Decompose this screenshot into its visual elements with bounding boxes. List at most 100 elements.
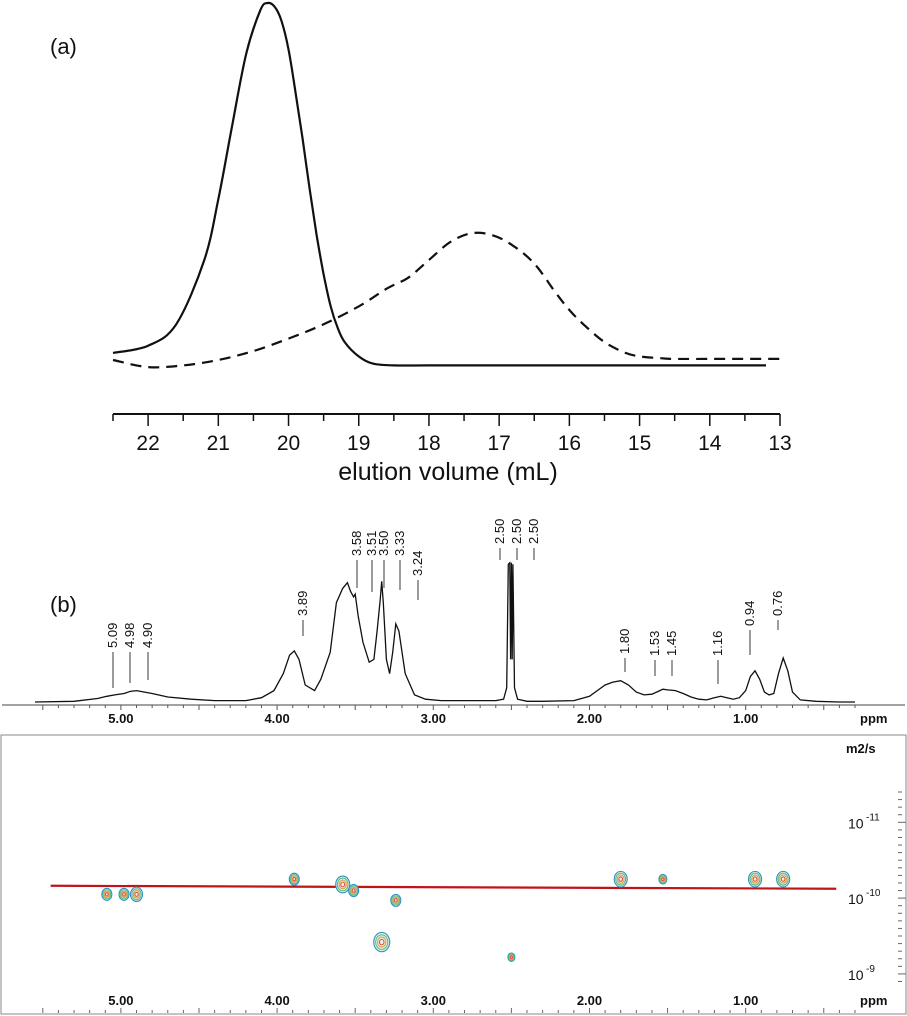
gpc-series-solid (112, 1, 766, 367)
dosy-contour-ring (338, 879, 347, 890)
nmr-peak-label: 4.90 (140, 623, 155, 648)
dosy-contour-ring (751, 874, 759, 884)
dosy-y-tick-exponent: -10 (866, 888, 881, 899)
dosy-contour-point (658, 873, 668, 885)
nmr-peak-label: 1.80 (617, 629, 632, 654)
dosy-contour-ring (132, 890, 141, 899)
nmr-peak-label: 2.50 (509, 519, 524, 544)
nmr-spectrum-chart: (b) 5.09 4.98 4.90 3.89 3.58 3.513.50 3.333.24… (2, 519, 905, 726)
dosy-contour-point (613, 870, 628, 888)
nmr-peak-label: 3.89 (295, 591, 310, 616)
nmr-peak-label: 4.98 (122, 623, 137, 648)
dosy-contour-point (101, 887, 113, 901)
dosy-x-tick-label: 1.00 (733, 993, 758, 1008)
dosy-contour-ring (618, 876, 624, 882)
dosy-contour-ring (661, 877, 665, 882)
dosy-contour-ring (292, 876, 297, 882)
dosy-x-tick-label: 2.00 (577, 993, 602, 1008)
dosy-points-group (101, 870, 791, 962)
dosy-contour-ring (134, 891, 139, 897)
dosy-contour-ring (351, 888, 356, 893)
dosy-contour-ring (393, 898, 398, 903)
dosy-contour-point (118, 887, 130, 901)
dosy-contour-ring (122, 892, 126, 897)
gpc-tick-label: 21 (207, 432, 230, 455)
dosy-contour-ring (749, 872, 761, 886)
nmr-peak-label: 1.16 (710, 631, 725, 656)
nmr-peak-label: 3.24 (410, 551, 425, 576)
dosy-fit-line (50, 884, 837, 890)
dosy-contour-ring (392, 896, 399, 905)
nmr-x-axis-unit: ppm (860, 711, 887, 726)
dosy-contour-point (747, 870, 763, 888)
gpc-tick-label: 16 (558, 432, 581, 455)
dosy-x-axis-unit: ppm (860, 993, 887, 1008)
dosy-contour-ring (104, 892, 109, 897)
nmr-peak-labels: 5.09 4.98 4.90 3.89 3.58 3.513.50 3.333.24 2.50… (105, 519, 785, 688)
dosy-contour-ring (378, 938, 385, 946)
dosy-contour-ring (615, 872, 627, 886)
dosy-contour-ring (119, 889, 129, 900)
dosy-contour-ring (102, 889, 112, 900)
gpc-tick-label: 17 (487, 432, 510, 455)
gpc-chart: (a) 22 21 20 19 18 17 16 15 14 13 elution volume … (50, 1, 792, 486)
dosy-contour-ring (509, 955, 513, 959)
nmr-spectrum-line (34, 561, 855, 703)
gpc-tick-label: 18 (417, 432, 440, 455)
dosy-contour-ring (780, 876, 786, 882)
dosy-contour-point (507, 952, 516, 962)
gpc-tick-label: 20 (277, 432, 300, 455)
nmr-series-group (34, 561, 855, 703)
dosy-contour-point (373, 931, 391, 953)
nmr-tick-label: 2.00 (577, 711, 602, 726)
dosy-y-tick-exponent: -9 (866, 964, 875, 975)
nmr-peak-label: 3.58 (349, 531, 364, 556)
nmr-tick-label: 1.00 (733, 711, 758, 726)
dosy-contour-ring (103, 890, 110, 898)
dosy-contour-ring (375, 934, 389, 950)
nmr-peak-label: 0.94 (742, 601, 757, 626)
dosy-x-tick-label: 4.00 (264, 993, 289, 1008)
dosy-contour-ring (350, 886, 357, 895)
nmr-peak-label: 1.53 (647, 631, 662, 656)
nmr-peak-label: 3.33 (392, 531, 407, 556)
dosy-y-axis-unit: m2/s (846, 741, 876, 756)
panel-label-b: (b) (50, 592, 77, 617)
dosy-y-tick-label: 10 (848, 815, 864, 831)
dosy-contour-ring (349, 885, 358, 896)
dosy-y-tick-exponent: -11 (866, 812, 880, 823)
dosy-contour-ring (659, 874, 667, 884)
dosy-contour-ring (377, 936, 387, 948)
gpc-series-group (112, 1, 780, 369)
nmr-tick-label: 4.00 (264, 711, 289, 726)
gpc-tick-label: 14 (698, 432, 722, 455)
nmr-x-ticks: 5.00 4.00 3.00 2.00 1.00 (42, 705, 856, 726)
dosy-contour-ring (508, 953, 515, 961)
dosy-contour-ring (391, 895, 401, 906)
dosy-contour-point (348, 883, 360, 898)
nmr-peak-label: 1.45 (664, 631, 679, 656)
dosy-contour-ring (291, 875, 298, 883)
nmr-tick-label: 5.00 (108, 711, 133, 726)
gpc-x-axis-label: elution volume (mL) (338, 458, 558, 486)
nmr-tick-label: 3.00 (421, 711, 446, 726)
panel-label-a: (a) (50, 34, 77, 59)
dosy-contour-ring (779, 874, 788, 884)
dosy-contour-point (288, 872, 300, 886)
gpc-tick-label: 13 (768, 432, 791, 455)
dosy-contour-point (776, 870, 791, 888)
gpc-x-ticks: 22 21 20 19 18 17 16 15 14 13 (112, 414, 792, 455)
dosy-contour-ring (616, 874, 625, 884)
dosy-contour-ring (509, 954, 514, 960)
nmr-peak-label: 2.50 (492, 519, 507, 544)
dosy-y-tick-label: 10 (848, 891, 864, 907)
gpc-tick-label: 15 (628, 432, 651, 455)
dosy-x-ticks: 5.00 4.00 3.00 2.00 1.00 (42, 993, 856, 1013)
dosy-contour-ring (289, 874, 299, 885)
dosy-contour-point (335, 875, 351, 894)
dosy-contour-ring (340, 881, 346, 888)
nmr-peak-label: 2.50 (526, 519, 541, 544)
gpc-series-dashed (112, 231, 780, 369)
